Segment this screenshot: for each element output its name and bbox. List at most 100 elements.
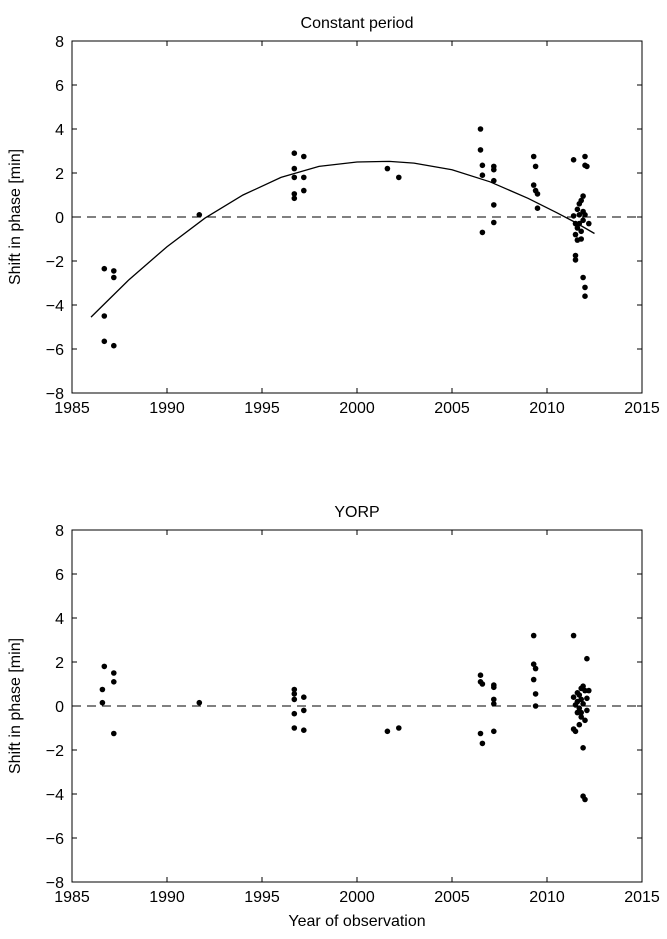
y-tick-label: 0 bbox=[55, 210, 64, 227]
data-point bbox=[530, 153, 537, 160]
data-point bbox=[580, 745, 586, 751]
data-point bbox=[570, 694, 577, 700]
data-point bbox=[582, 284, 588, 291]
data-point bbox=[584, 707, 590, 714]
data-point bbox=[99, 699, 106, 706]
data-point bbox=[584, 695, 590, 702]
data-point bbox=[586, 220, 592, 227]
data-point bbox=[572, 252, 579, 259]
data-point bbox=[111, 670, 117, 676]
data-point bbox=[291, 174, 298, 181]
data-point bbox=[578, 714, 584, 720]
data-point bbox=[582, 153, 588, 160]
data-point bbox=[291, 165, 298, 172]
data-point bbox=[570, 213, 577, 219]
data-point bbox=[111, 342, 117, 349]
data-point bbox=[576, 212, 583, 218]
data-point bbox=[491, 202, 497, 208]
x-tick-label: 1990 bbox=[149, 400, 185, 417]
data-point bbox=[574, 225, 581, 231]
data-point bbox=[572, 728, 579, 735]
data-point bbox=[291, 710, 298, 717]
chart-title: Constant period bbox=[301, 15, 414, 32]
data-point bbox=[570, 157, 577, 163]
y-tick-label: 6 bbox=[55, 78, 64, 95]
chart-title: YORP bbox=[334, 504, 379, 521]
data-point bbox=[491, 684, 497, 691]
data-point bbox=[576, 721, 583, 728]
data-point bbox=[479, 740, 486, 747]
data-point bbox=[578, 696, 584, 703]
data-point bbox=[301, 694, 307, 700]
data-point bbox=[101, 313, 108, 319]
y-tick-label: 8 bbox=[55, 523, 64, 540]
y-tick-label: −8 bbox=[46, 875, 64, 892]
data-point bbox=[584, 655, 590, 662]
data-point bbox=[530, 661, 537, 667]
x-tick-label: 2000 bbox=[339, 400, 375, 417]
data-point bbox=[582, 796, 588, 803]
chart-panel-1: 1985 1990 1995 2000 2005 2010 2015 −8 −6 −4 −2 0 2 4 6… bbox=[7, 15, 660, 417]
data-point bbox=[301, 727, 307, 733]
data-point bbox=[491, 728, 497, 735]
data-point bbox=[479, 162, 486, 169]
y-tick-label: −8 bbox=[46, 386, 64, 403]
data-point bbox=[572, 231, 579, 238]
data-point bbox=[477, 126, 484, 132]
data-point bbox=[578, 709, 584, 716]
x-tick-label: 2005 bbox=[434, 400, 470, 417]
x-tick-label: 2015 bbox=[624, 889, 660, 906]
data-point bbox=[580, 217, 586, 224]
data-point bbox=[301, 174, 307, 181]
chart-panel-2: 1985 1990 1995 2000 2005 2010 2015 −8 −6 −4 −2 0 2 4 6… bbox=[7, 504, 660, 930]
data-point bbox=[584, 163, 590, 170]
y-tick-label: 2 bbox=[55, 655, 64, 672]
data-point bbox=[532, 691, 539, 697]
y-tick-label: −4 bbox=[46, 787, 64, 804]
data-point bbox=[491, 696, 497, 703]
x-tick-label: 1985 bbox=[54, 400, 90, 417]
data-point bbox=[111, 274, 117, 281]
y-axis-label: Shift in phase [min] bbox=[7, 638, 24, 774]
data-point bbox=[491, 166, 497, 173]
data-point bbox=[99, 686, 106, 693]
data-point bbox=[101, 338, 108, 345]
x-tick-label: 1990 bbox=[149, 889, 185, 906]
data-point bbox=[111, 730, 117, 737]
data-point bbox=[532, 703, 539, 709]
data-point bbox=[586, 687, 592, 694]
data-point bbox=[580, 274, 586, 281]
data-point bbox=[291, 150, 298, 156]
data-point bbox=[479, 172, 486, 178]
data-point bbox=[580, 683, 586, 689]
data-point bbox=[574, 206, 581, 213]
data-point bbox=[477, 147, 484, 153]
data-point bbox=[582, 717, 588, 724]
data-point bbox=[580, 701, 586, 707]
data-point bbox=[291, 195, 298, 202]
data-point bbox=[111, 679, 117, 685]
data-point bbox=[477, 730, 484, 737]
data-point bbox=[491, 177, 497, 184]
data-point bbox=[101, 265, 108, 272]
data-point bbox=[301, 187, 307, 194]
data-point bbox=[534, 205, 541, 211]
y-tick-label: 0 bbox=[55, 699, 64, 716]
data-point bbox=[570, 632, 577, 639]
data-point bbox=[576, 705, 583, 711]
data-point bbox=[530, 182, 537, 188]
data-point bbox=[291, 686, 298, 693]
y-tick-label: −6 bbox=[46, 831, 64, 848]
y-tick-label: 4 bbox=[55, 611, 64, 628]
x-tick-label: 1995 bbox=[244, 400, 280, 417]
data-point bbox=[111, 268, 117, 274]
x-tick-label: 1995 bbox=[244, 889, 280, 906]
y-tick-label: −2 bbox=[46, 743, 64, 760]
data-point bbox=[530, 676, 537, 683]
data-point bbox=[576, 220, 583, 227]
y-tick-label: 2 bbox=[55, 166, 64, 183]
x-tick-label: 2010 bbox=[529, 889, 565, 906]
x-tick-label: 2005 bbox=[434, 889, 470, 906]
data-point bbox=[291, 725, 298, 731]
data-point bbox=[291, 691, 298, 697]
